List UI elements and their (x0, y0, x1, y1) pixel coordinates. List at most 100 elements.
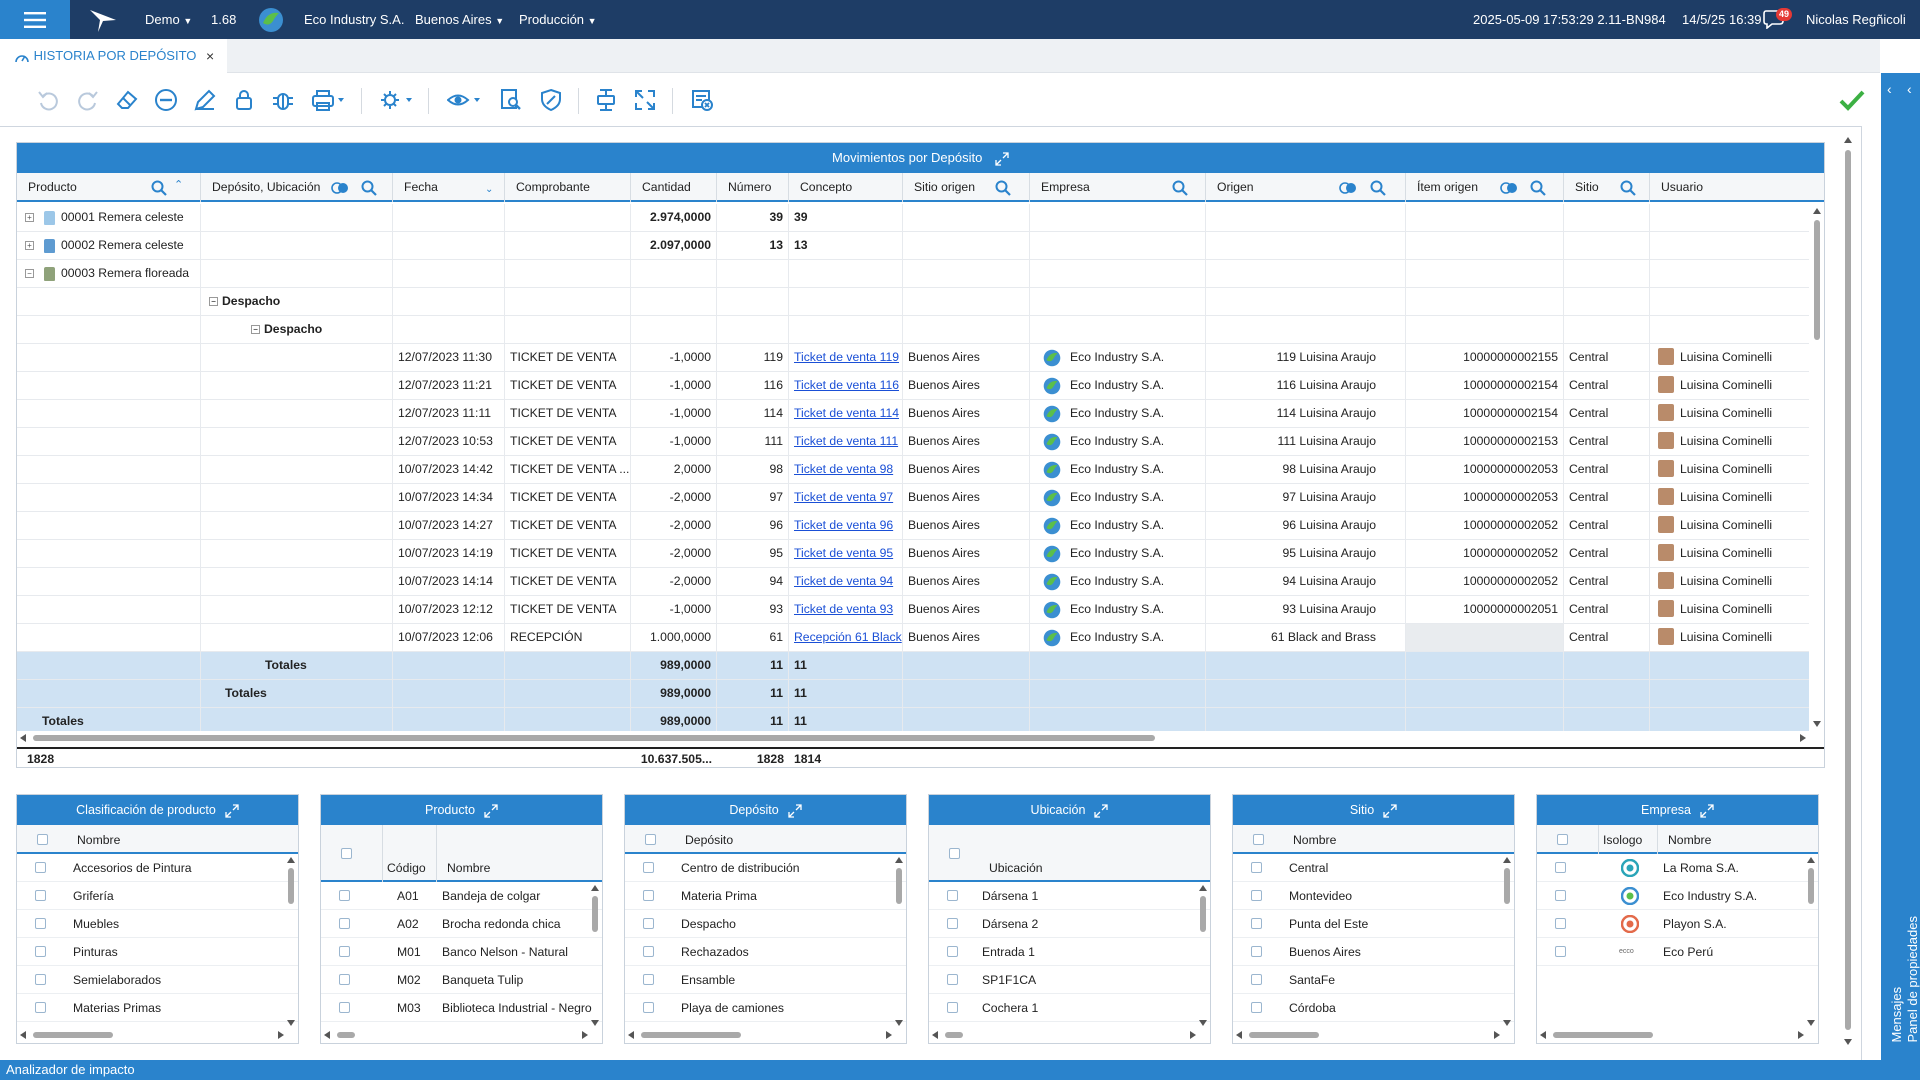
expand-icon[interactable] (788, 804, 802, 818)
list-item[interactable]: Despacho (625, 910, 906, 938)
search-icon[interactable] (151, 180, 167, 196)
concept-link[interactable]: Ticket de venta 96 (794, 518, 894, 532)
table-row[interactable]: 12/07/2023 11:11 TICKET DE VENTA -1,0000 11… (17, 400, 1809, 428)
row-checkbox[interactable] (35, 862, 46, 873)
row-checkbox[interactable] (947, 918, 958, 929)
list-item[interactable]: Playon S.A. (1537, 910, 1818, 938)
redo-button[interactable] (74, 86, 102, 114)
row-checkbox[interactable] (339, 946, 350, 957)
row-checkbox[interactable] (1555, 918, 1566, 929)
row-checkbox[interactable] (1251, 946, 1262, 957)
table-row[interactable]: 10/07/2023 12:12 TICKET DE VENTA -1,0000 93… (17, 596, 1809, 624)
concept-link[interactable]: Ticket de venta 93 (794, 602, 894, 616)
search-icon[interactable] (361, 180, 377, 196)
grid-horizontal-scrollbar[interactable] (17, 731, 1809, 745)
concept-link[interactable]: Ticket de venta 97 (794, 490, 894, 504)
panel-col[interactable]: Isologo (1598, 825, 1642, 854)
select-all-checkbox[interactable] (1557, 833, 1568, 845)
select-all-checkbox[interactable] (1253, 833, 1264, 845)
row-checkbox[interactable] (947, 946, 958, 957)
layout-button[interactable] (592, 86, 620, 114)
list-item[interactable]: Grifería (17, 882, 298, 910)
panel-horizontal-scrollbar[interactable] (321, 1029, 591, 1041)
row-checkbox[interactable] (643, 974, 654, 985)
list-item[interactable]: Buenos Aires (1233, 938, 1514, 966)
row-checkbox[interactable] (1251, 974, 1262, 985)
list-item[interactable]: Playa de camiones (625, 994, 906, 1022)
list-item[interactable]: M01 Banco Nelson - Natural (321, 938, 602, 966)
list-item[interactable]: ecco Eco Perú (1537, 938, 1818, 966)
settings-button[interactable] (376, 86, 418, 114)
list-item[interactable]: Centro de distribución (625, 854, 906, 882)
panel-vertical-scrollbar[interactable] (894, 856, 904, 1027)
menu-button[interactable] (0, 0, 70, 39)
row-checkbox[interactable] (35, 918, 46, 929)
col-empresa[interactable]: Empresa (1030, 173, 1206, 202)
concept-link[interactable]: Ticket de venta 111 (794, 434, 899, 448)
concept-link[interactable]: Ticket de venta 95 (794, 546, 894, 560)
collapse-toggle-icon[interactable]: − (25, 269, 34, 279)
row-checkbox[interactable] (1555, 890, 1566, 901)
list-item[interactable]: Cochera 1 (929, 994, 1210, 1022)
collapse-left-icon[interactable]: ‹ (1887, 81, 1892, 97)
debug-button[interactable] (269, 86, 297, 114)
grid-vertical-scrollbar[interactable] (1810, 204, 1824, 731)
row-checkbox[interactable] (35, 974, 46, 985)
list-item[interactable]: La Roma S.A. (1537, 854, 1818, 882)
undo-button[interactable] (34, 86, 62, 114)
row-checkbox[interactable] (643, 1002, 654, 1013)
panel-horizontal-scrollbar[interactable] (929, 1029, 1199, 1041)
concept-link[interactable]: Ticket de venta 98 (794, 462, 894, 476)
panel-vertical-scrollbar[interactable] (590, 884, 600, 1027)
list-item[interactable]: Ensamble (625, 966, 906, 994)
select-all-checkbox[interactable] (37, 833, 48, 845)
company-selector[interactable]: Eco Industry S.A. (304, 12, 405, 27)
panel-col[interactable]: Ubicación (989, 861, 1043, 875)
panel-col[interactable]: Código (382, 825, 426, 882)
expand-icon[interactable] (1094, 804, 1109, 818)
list-item[interactable]: Central (1233, 854, 1514, 882)
row-checkbox[interactable] (1555, 946, 1566, 957)
col-fecha[interactable]: Fecha ⌄ (393, 173, 505, 202)
row-checkbox[interactable] (643, 862, 654, 873)
panel-col[interactable]: Nombre (1293, 833, 1337, 847)
col-deposito-ubicacion[interactable]: Depósito, Ubicación (201, 173, 393, 202)
col-origen[interactable]: Origen (1206, 173, 1406, 202)
expand-icon[interactable] (995, 151, 1009, 166)
print-button[interactable] (308, 86, 350, 114)
row-checkbox[interactable] (339, 974, 350, 985)
panel-vertical-scrollbar[interactable] (286, 856, 296, 1027)
impact-analyzer-link[interactable]: Analizador de impacto (6, 1062, 135, 1077)
confirm-button[interactable] (1838, 86, 1866, 114)
expand-icon[interactable] (1383, 804, 1397, 818)
outer-vertical-scrollbar[interactable] (1843, 136, 1853, 1046)
inspect-button[interactable] (497, 86, 525, 114)
col-item-origen[interactable]: Ítem origen (1406, 173, 1564, 202)
table-row[interactable]: 10/07/2023 14:42 TICKET DE VENTA ... 2,000… (17, 456, 1809, 484)
list-item[interactable]: Córdoba (1233, 994, 1514, 1022)
list-item[interactable]: Eco Industry S.A. (1537, 882, 1818, 910)
tab-close-button[interactable]: × (206, 48, 215, 64)
row-checkbox[interactable] (339, 890, 350, 901)
list-item[interactable]: Accesorios de Pintura (17, 854, 298, 882)
table-row[interactable]: 12/07/2023 10:53 TICKET DE VENTA -1,0000 11… (17, 428, 1809, 456)
list-item[interactable]: Semielaborados (17, 966, 298, 994)
panel-vertical-scrollbar[interactable] (1806, 856, 1816, 1027)
module-selector[interactable]: Producción ▼ (519, 12, 597, 27)
col-sitio[interactable]: Sitio (1564, 173, 1650, 202)
row-checkbox[interactable] (35, 1002, 46, 1013)
concept-link[interactable]: Ticket de venta 119 (794, 350, 900, 364)
subgroup-row[interactable]: − Despacho (17, 316, 1809, 344)
table-row[interactable]: 12/07/2023 11:30 TICKET DE VENTA -1,0000 11… (17, 344, 1809, 372)
sort-asc-icon[interactable]: ⌃ (174, 179, 184, 191)
concept-link[interactable]: Ticket de venta 94 (794, 574, 894, 588)
expand-toggle-icon[interactable]: + (25, 213, 34, 223)
list-item[interactable]: Dársena 1 (929, 882, 1210, 910)
row-checkbox[interactable] (1251, 918, 1262, 929)
user-menu[interactable]: Nicolas Regñicoli (1806, 12, 1906, 27)
row-checkbox[interactable] (947, 974, 958, 985)
sort-desc-icon[interactable]: ⌄ (485, 184, 494, 195)
select-all-checkbox[interactable] (341, 847, 352, 859)
select-all-checkbox[interactable] (949, 847, 960, 859)
group-row[interactable]: −00003 Remera floreada (17, 260, 1809, 288)
